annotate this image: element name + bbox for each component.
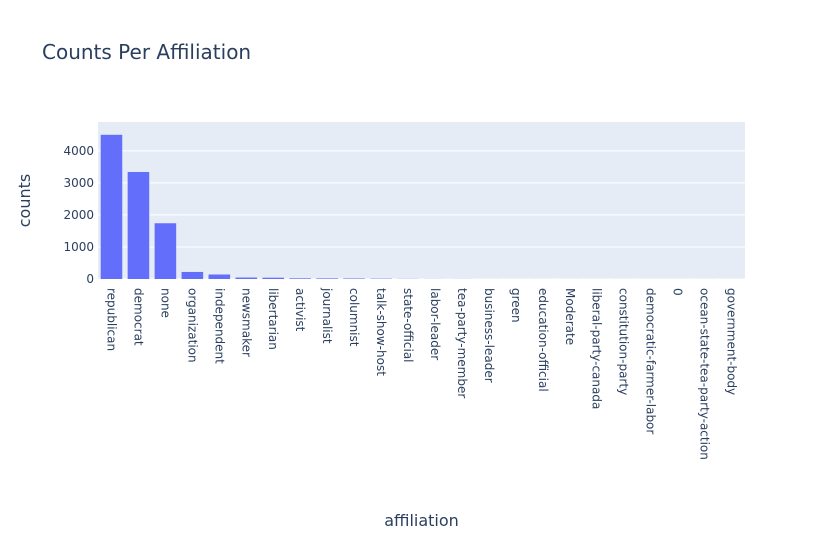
x-axis-title: affiliation <box>384 511 459 530</box>
x-tick-label: talk-show-host <box>374 288 388 376</box>
grid-lines <box>98 150 745 280</box>
bars <box>100 134 743 279</box>
x-tick-label: Moderate <box>563 288 577 345</box>
plot-area <box>98 122 745 279</box>
y-tick-labels: 0 1000 2000 3000 4000 <box>63 144 94 286</box>
y-tick-label: 0 <box>86 272 94 286</box>
bar-independent[interactable] <box>208 274 231 279</box>
y-axis-title: counts <box>15 174 34 227</box>
y-tick-label: 2000 <box>63 208 94 222</box>
x-tick-label: republican <box>104 288 118 351</box>
bar-organization[interactable] <box>181 271 204 279</box>
x-tick-label: democratic-farmer-labor <box>644 288 658 434</box>
x-tick-label: activist <box>293 288 307 332</box>
bar-democrat[interactable] <box>127 171 150 279</box>
x-tick-label: independent <box>212 288 226 364</box>
x-tick-label: constitution-party <box>617 288 631 395</box>
x-tick-label: libertarian <box>266 288 280 350</box>
x-tick-label: labor-leader <box>428 288 442 360</box>
x-tick-label: tea-party-member <box>455 288 469 398</box>
bar-activist[interactable] <box>289 278 311 279</box>
y-tick-label: 1000 <box>63 240 94 254</box>
bar-libertarian[interactable] <box>262 277 285 279</box>
x-tick-label: journalist <box>320 287 334 344</box>
x-tick-labels: republican democrat none organization indepe… <box>104 287 738 460</box>
y-tick-label: 3000 <box>63 176 94 190</box>
x-tick-label: organization <box>185 288 199 363</box>
bar-none[interactable] <box>154 223 177 279</box>
x-tick-label: education-official <box>536 288 550 392</box>
bar-journalist[interactable] <box>316 278 338 279</box>
x-tick-label: newsmaker <box>239 288 253 357</box>
x-tick-label: green <box>509 288 523 323</box>
x-tick-label: 0 <box>671 288 685 296</box>
x-tick-label: columnist <box>347 288 361 347</box>
x-tick-label: government-body <box>725 288 739 395</box>
y-tick-label: 4000 <box>63 144 94 158</box>
bar-republican[interactable] <box>100 134 123 279</box>
bar-newsmaker[interactable] <box>235 277 258 279</box>
x-tick-label: liberal-party-canada <box>590 288 604 409</box>
x-tick-label: ocean-state-tea-party-action <box>698 288 712 460</box>
x-tick-label: democrat <box>131 288 145 346</box>
x-tick-label: business-leader <box>482 288 496 383</box>
x-tick-label: state-official <box>401 288 415 363</box>
x-tick-label: none <box>158 288 172 318</box>
chart-title: Counts Per Affiliation <box>42 40 252 64</box>
